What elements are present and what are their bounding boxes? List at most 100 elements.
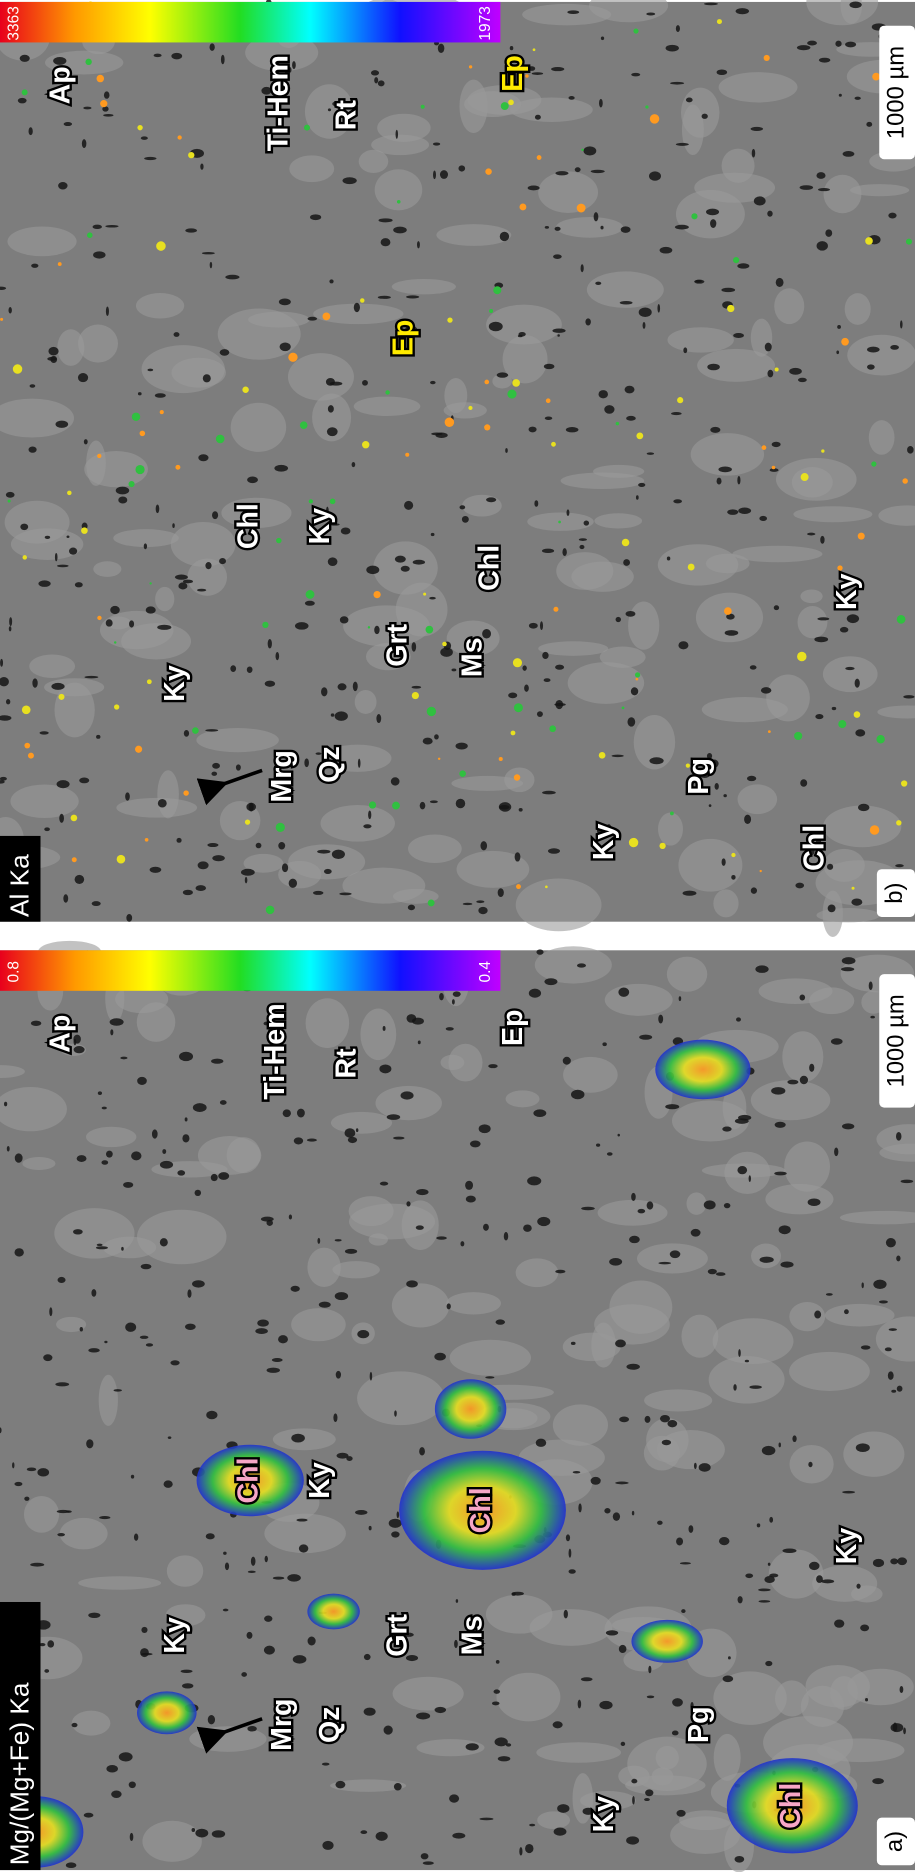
- dark-grain: [819, 58, 830, 63]
- dark-grain: [618, 987, 629, 996]
- mineral-label: Qz: [314, 746, 346, 783]
- dark-grain: [57, 1533, 65, 1536]
- color-speck: [897, 615, 906, 624]
- dark-grain: [293, 1655, 307, 1663]
- dark-grain: [291, 1434, 305, 1443]
- light-patch: [116, 798, 197, 818]
- dark-grain: [423, 738, 433, 745]
- dark-grain: [807, 41, 817, 46]
- dark-grain: [137, 1077, 147, 1085]
- dark-grain: [391, 777, 400, 785]
- light-patch: [331, 1112, 392, 1134]
- dark-grain: [888, 213, 896, 219]
- color-speck: [508, 100, 514, 106]
- dark-grain: [774, 605, 779, 610]
- dark-grain: [358, 759, 361, 768]
- colorbar: [0, 2, 500, 43]
- dark-grain: [182, 1683, 193, 1688]
- dark-grain: [294, 1137, 303, 1144]
- dark-grain: [798, 378, 807, 382]
- colorbar-min: 1973: [477, 6, 494, 40]
- dark-grain: [845, 667, 854, 670]
- dark-grain: [733, 333, 744, 338]
- dark-grain: [776, 278, 784, 287]
- dark-grain: [368, 810, 371, 819]
- dark-grain: [494, 1689, 500, 1693]
- dark-grain: [80, 1327, 83, 1332]
- dark-grain: [662, 1440, 671, 1446]
- dark-grain: [498, 1756, 511, 1761]
- color-speck: [58, 694, 64, 700]
- dark-grain: [709, 804, 712, 807]
- dark-grain: [247, 477, 258, 484]
- dark-grain: [435, 433, 447, 438]
- color-speck: [145, 838, 149, 842]
- color-speck: [114, 704, 119, 709]
- mineral-label: Ky: [588, 824, 620, 861]
- dark-grain: [335, 1292, 348, 1300]
- dark-grain: [356, 1128, 358, 1132]
- dark-grain: [591, 1477, 601, 1485]
- dark-grain: [121, 1247, 124, 1251]
- dark-grain: [555, 227, 561, 231]
- dark-grain: [102, 1107, 107, 1110]
- color-speck: [841, 338, 849, 346]
- dark-grain: [247, 1632, 253, 1639]
- dark-grain: [707, 364, 720, 371]
- color-speck: [427, 707, 436, 716]
- dark-grain: [731, 875, 735, 880]
- dark-grain: [510, 46, 514, 50]
- dark-grain: [282, 863, 288, 872]
- dark-grain: [612, 755, 624, 758]
- dark-grain: [544, 364, 555, 369]
- dark-grain: [225, 275, 239, 280]
- dark-grain: [548, 848, 560, 853]
- dark-grain: [544, 678, 551, 682]
- dark-grain: [765, 343, 772, 352]
- color-speck: [762, 445, 767, 450]
- dark-grain: [126, 914, 132, 922]
- dark-grain: [401, 566, 410, 572]
- dark-grain: [815, 714, 823, 719]
- dark-grain: [162, 1149, 166, 1154]
- dark-grain: [542, 791, 556, 795]
- color-speck: [97, 616, 101, 620]
- dark-grain: [552, 329, 565, 333]
- dark-grain: [267, 1368, 280, 1373]
- color-speck: [183, 790, 188, 795]
- color-speck: [22, 555, 27, 560]
- dark-grain: [120, 1057, 127, 1060]
- dark-grain: [125, 792, 130, 800]
- dark-grain: [862, 1282, 864, 1288]
- dark-grain: [171, 53, 182, 60]
- color-speck: [727, 305, 734, 312]
- dark-grain: [322, 1841, 333, 1850]
- dark-grain: [91, 1289, 96, 1297]
- dark-grain: [900, 1686, 904, 1693]
- dark-grain: [523, 1224, 532, 1231]
- color-speck: [493, 286, 501, 294]
- dark-grain: [686, 98, 693, 103]
- dark-grain: [647, 452, 654, 455]
- dark-grain: [861, 1345, 871, 1349]
- dark-grain: [104, 1341, 107, 1343]
- color-speck: [772, 466, 776, 470]
- dark-grain: [406, 1280, 418, 1287]
- dark-grain: [383, 1026, 386, 1031]
- dark-grain: [660, 247, 673, 254]
- dark-grain: [273, 1577, 285, 1580]
- dark-grain: [184, 730, 189, 737]
- dark-grain: [31, 1021, 41, 1026]
- dark-grain: [394, 1410, 397, 1416]
- dark-grain: [308, 317, 318, 321]
- light-patch: [869, 420, 895, 455]
- dark-grain: [106, 306, 109, 316]
- color-speck: [373, 591, 380, 598]
- light-patch: [99, 1375, 118, 1426]
- color-speck: [368, 626, 370, 628]
- dark-grain: [533, 1109, 546, 1117]
- dark-grain: [152, 1129, 158, 1138]
- dark-grain: [129, 1781, 136, 1788]
- dark-grain: [567, 10, 579, 14]
- color-speck: [511, 731, 516, 736]
